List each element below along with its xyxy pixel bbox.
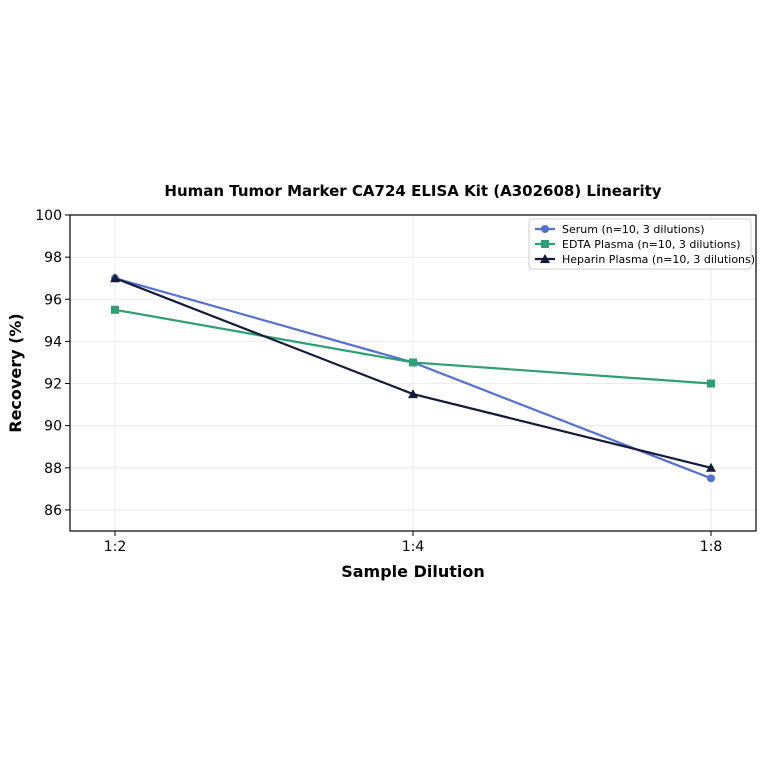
x-tick-label: 1:8 <box>700 539 723 555</box>
y-tick-label: 86 <box>44 503 62 519</box>
y-tick-label: 90 <box>44 419 62 435</box>
legend-marker <box>540 254 550 263</box>
y-tick-label: 94 <box>44 334 62 350</box>
data-point <box>409 358 417 367</box>
legend: Serum (n=10, 3 dilutions) EDTA Plasma (n=… <box>528 218 755 270</box>
y-tick-label: 98 <box>44 250 62 266</box>
x-axis-label: Sample Dilution <box>341 562 485 581</box>
y-axis-ticks: 86 88 90 92 94 96 98 100 <box>35 208 70 519</box>
data-point <box>110 273 120 283</box>
y-tick-label: 100 <box>35 208 62 224</box>
legend-marker <box>541 240 549 248</box>
data-point <box>707 474 715 483</box>
legend-box <box>528 218 752 270</box>
y-tick-label: 96 <box>44 292 62 308</box>
legend-label: Heparin Plasma (n=10, 3 dilutions) <box>562 253 755 266</box>
legend-label: EDTA Plasma (n=10, 3 dilutions) <box>562 238 741 251</box>
y-tick-label: 88 <box>44 461 62 477</box>
data-point <box>111 305 119 314</box>
y-axis-label: Recovery (%) <box>6 313 25 432</box>
series-layer <box>110 273 716 483</box>
data-point <box>706 462 716 472</box>
data-point <box>707 379 715 388</box>
x-axis-ticks: 1:2 1:4 1:8 <box>104 531 723 555</box>
chart-title: Human Tumor Marker CA724 ELISA Kit (A302… <box>164 182 661 200</box>
data-point <box>408 389 418 399</box>
legend-marker <box>541 225 549 233</box>
x-tick-label: 1:2 <box>104 539 127 555</box>
legend-label: Serum (n=10, 3 dilutions) <box>562 223 705 236</box>
plot-frame <box>69 214 757 532</box>
y-tick-label: 92 <box>44 377 62 393</box>
x-tick-label: 1:4 <box>402 539 425 555</box>
